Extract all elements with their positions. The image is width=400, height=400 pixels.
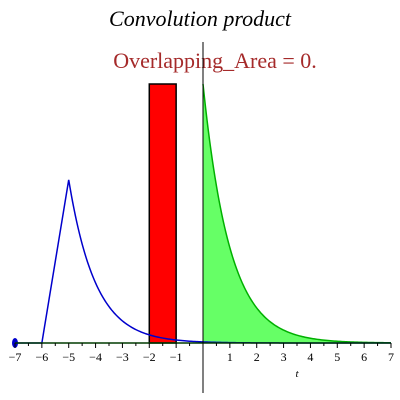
x-tick-label: −1 — [170, 350, 183, 364]
x-tick-label: 5 — [334, 350, 340, 364]
x-tick-label: −7 — [9, 350, 22, 364]
x-tick-label: 4 — [307, 350, 313, 364]
overlap-annotation: Overlapping_Area = 0. — [113, 48, 317, 73]
x-tick-label: −6 — [35, 350, 48, 364]
chart-marks — [12, 83, 392, 348]
x-tick-label: 6 — [361, 350, 367, 364]
x-tick-label: 7 — [388, 350, 394, 364]
chart-title: Convolution product — [109, 6, 292, 31]
x-tick-label: −2 — [143, 350, 156, 364]
x-tick-label: 2 — [254, 350, 260, 364]
x-axis-label: t — [295, 368, 299, 380]
x-tick-label: 3 — [281, 350, 287, 364]
x-tick-label: −5 — [62, 350, 75, 364]
x-tick-label: 1 — [227, 350, 233, 364]
exponential-curve — [202, 83, 392, 344]
sliding-rectangle — [148, 83, 177, 344]
x-tick-label: −3 — [116, 350, 129, 364]
x-tick-label: −4 — [89, 350, 102, 364]
exponential-area-fill — [203, 84, 391, 343]
x-tick-labels: −7 −6 −5 −4 −3 −2 −1 1 2 3 4 5 6 7 — [9, 350, 394, 364]
chart-axes — [14, 42, 392, 393]
